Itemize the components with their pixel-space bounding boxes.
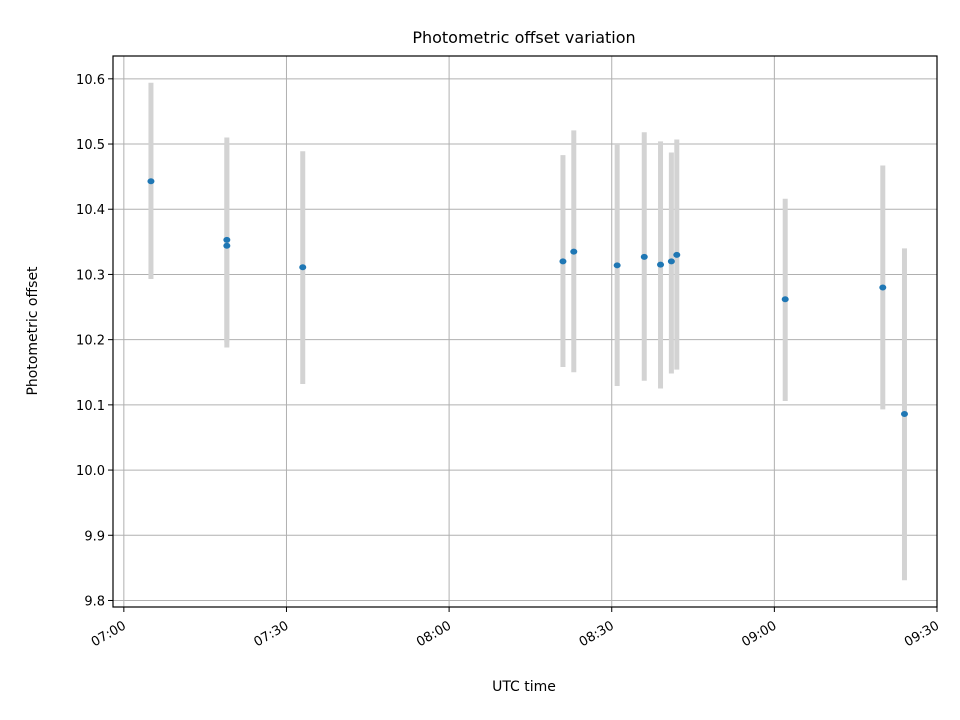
y-tick-label: 10.6 <box>76 73 105 88</box>
data-point <box>299 264 307 271</box>
chart-title: Photometric offset variation <box>412 28 635 47</box>
data-point <box>673 251 681 258</box>
data-point <box>781 296 789 303</box>
data-point <box>900 410 908 417</box>
data-point <box>640 253 648 260</box>
data-point <box>223 242 231 249</box>
y-tick-label: 9.9 <box>84 529 105 544</box>
y-tick-label: 10.5 <box>76 138 105 153</box>
y-tick-label: 10.4 <box>76 203 105 218</box>
point-layer <box>147 178 908 417</box>
y-tick-label: 10.0 <box>76 464 105 479</box>
y-tick-label: 10.1 <box>76 399 105 414</box>
data-point <box>559 258 567 265</box>
data-point <box>613 262 621 269</box>
data-point <box>570 248 578 255</box>
data-point <box>147 178 155 185</box>
plot-frame <box>112 55 938 608</box>
data-point <box>223 236 231 243</box>
y-tick-label: 9.8 <box>84 594 105 609</box>
data-point <box>657 261 665 268</box>
data-point <box>667 258 675 265</box>
y-axis-label: Photometric offset <box>25 266 41 396</box>
data-point <box>879 284 887 291</box>
y-axis: 9.8 9.9 10.0 10.1 10.2 10.3 10.4 10.5 10.6 <box>76 73 113 609</box>
x-axis-label: UTC time <box>492 679 556 695</box>
y-tick-label: 10.2 <box>76 334 105 349</box>
y-tick-label: 10.3 <box>76 268 105 283</box>
